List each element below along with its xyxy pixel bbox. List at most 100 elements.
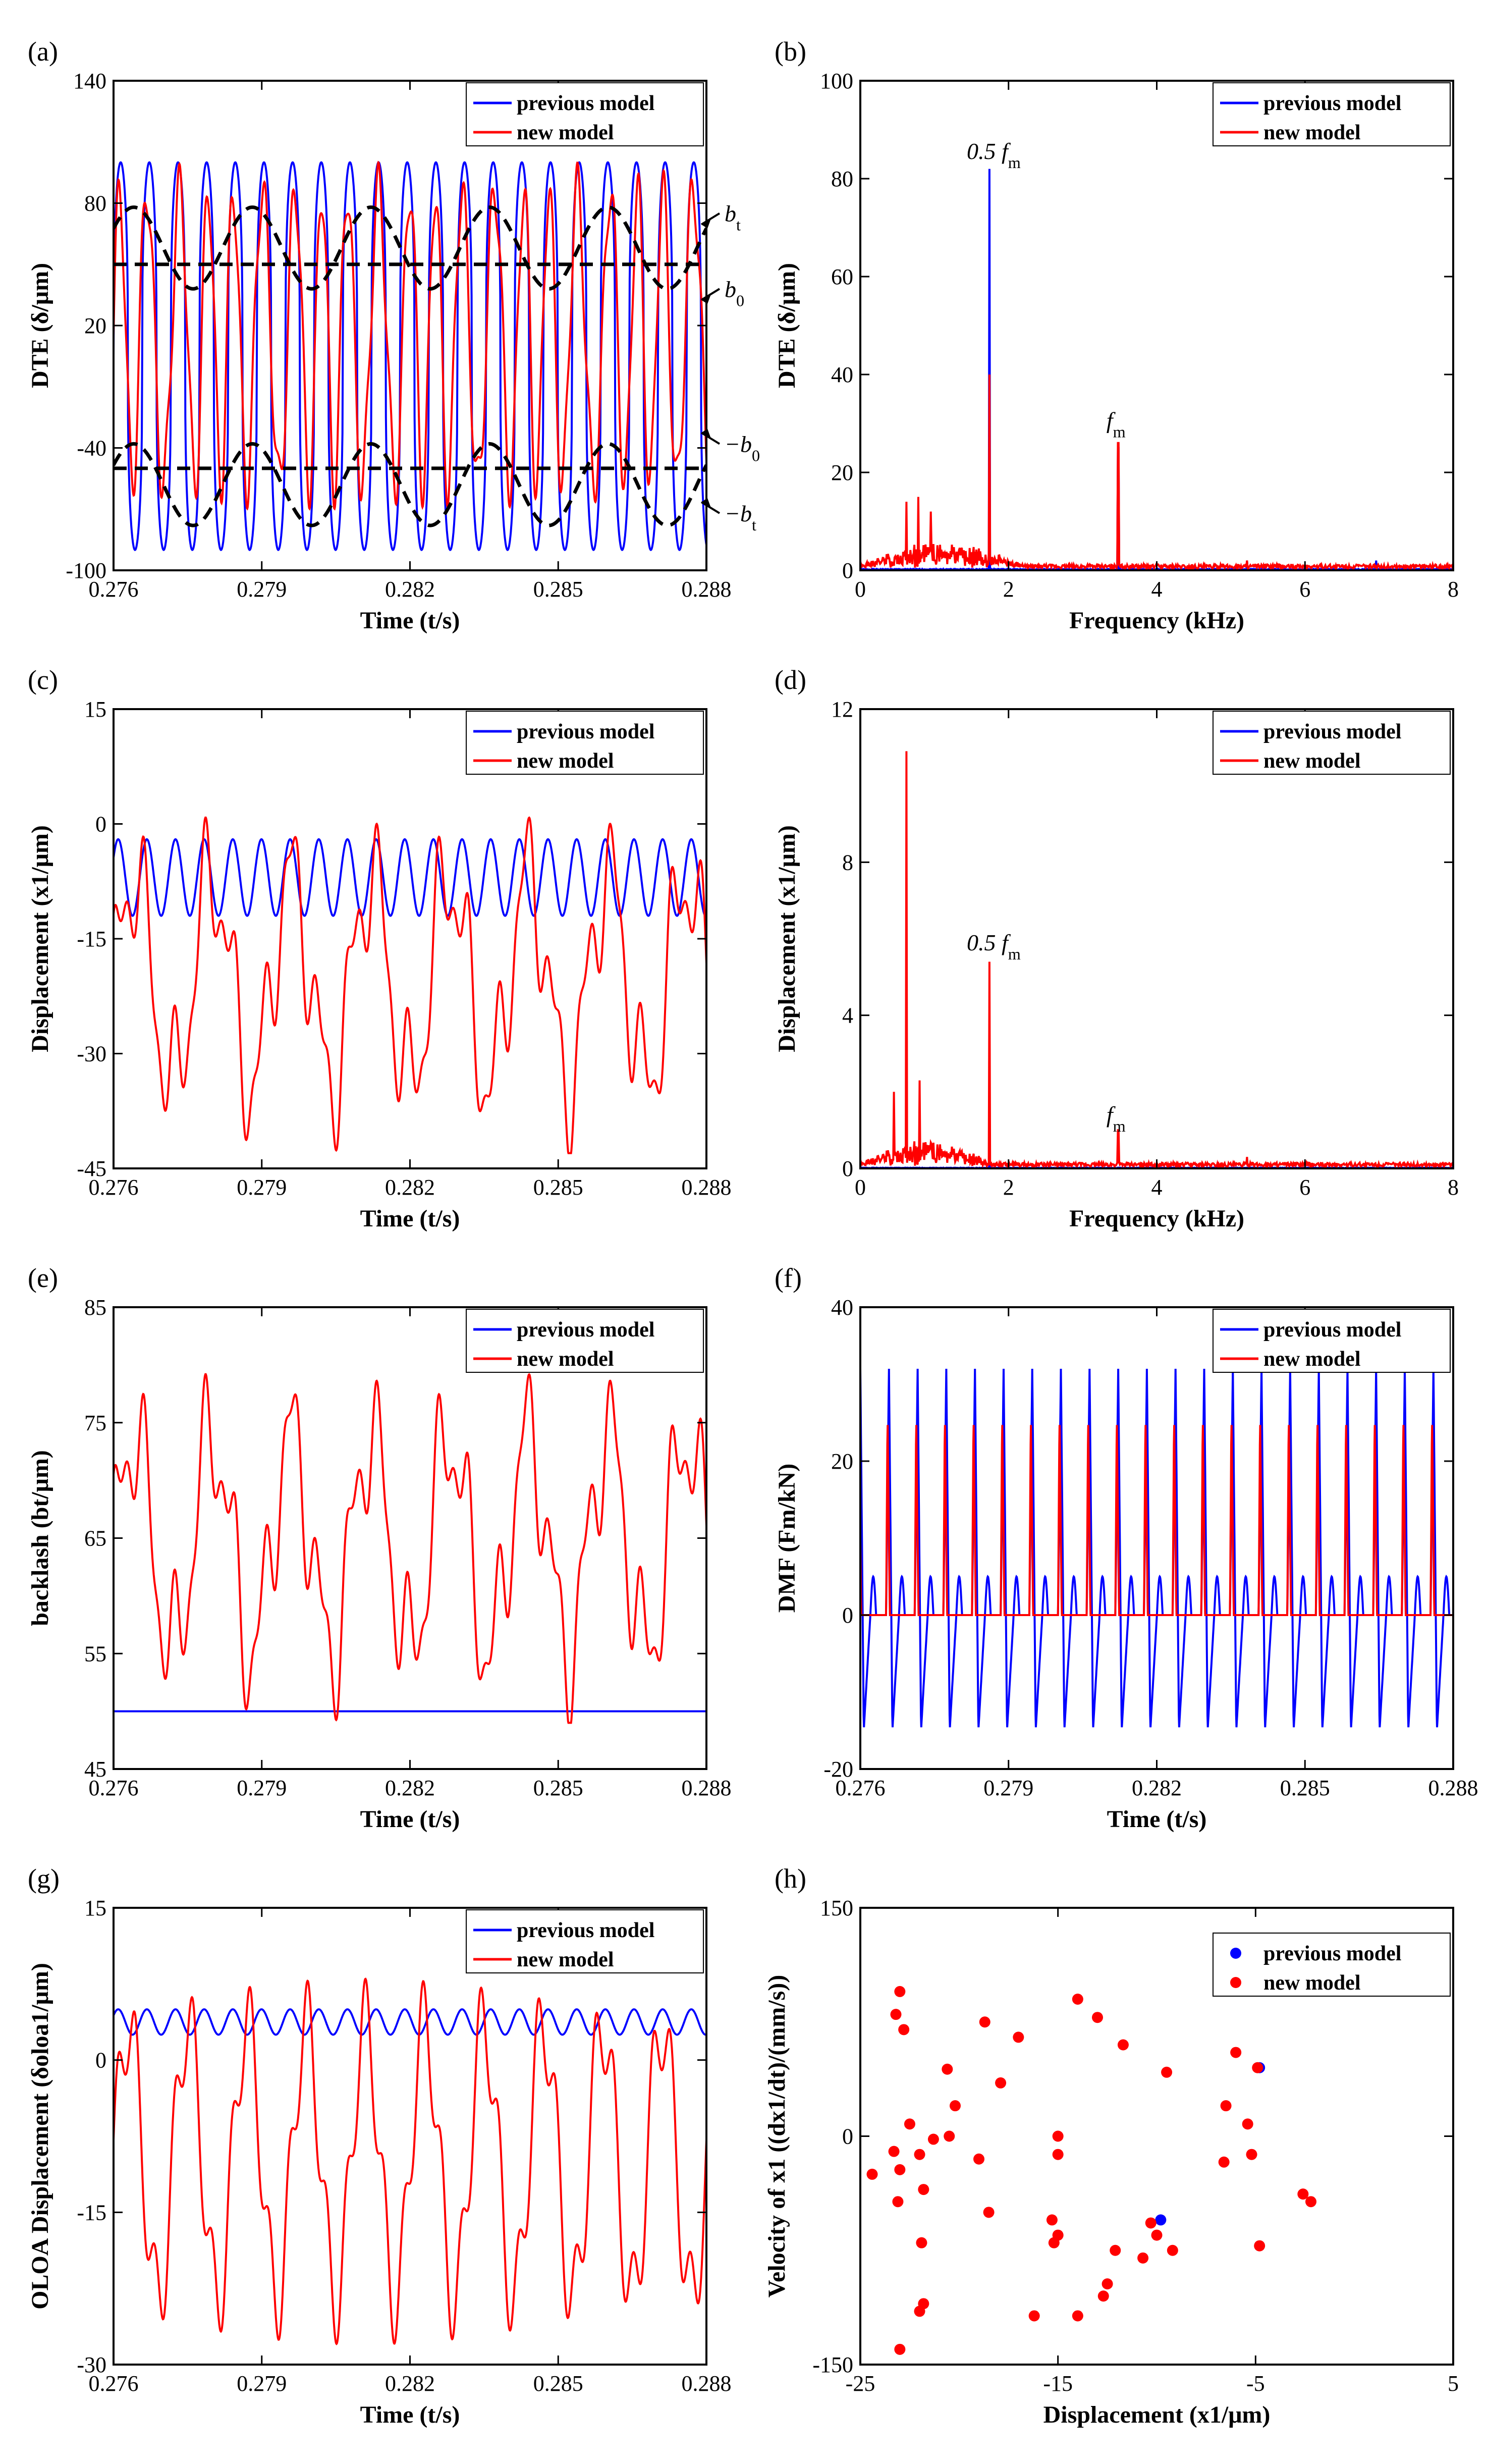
x-tick-label: 0.285 [533, 2371, 583, 2396]
y-tick-label: -15 [77, 2200, 106, 2225]
x-axis-label: Time (t/s) [360, 1205, 460, 1232]
y-tick-label: 0 [95, 2048, 106, 2073]
legend-box [1213, 1933, 1451, 1997]
x-axis-label: Time (t/s) [1107, 1806, 1207, 1833]
panel-f: 0.276 0.279 0.282 0.285 0.288 -20 0 20 40 Time (t… [774, 1263, 1478, 1833]
scatter-point-new-21 [1137, 2252, 1149, 2264]
legend-c: previous model new model [466, 711, 704, 775]
x-tick-label: 0 [855, 1175, 866, 1200]
scatter-point-new-18 [1167, 2244, 1178, 2256]
plot-area-e [114, 1373, 706, 1724]
scatter-point-new-2 [890, 2009, 902, 2020]
legend-label-new: new model [1263, 749, 1361, 773]
x-tick-label: 0.276 [89, 1175, 139, 1200]
plot-area-b [860, 169, 1453, 570]
annotation-arrowhead [701, 498, 711, 509]
annotation-text: bt [725, 201, 741, 234]
x-tick-label: 0.276 [89, 577, 139, 602]
y-axis-label: DTE (δ/μm) [774, 263, 800, 388]
scatter-point-new-35 [950, 2100, 961, 2112]
scatter-point-new-44 [892, 2196, 904, 2208]
annotation-text: fm [1107, 408, 1126, 441]
panel-label: (g) [28, 1863, 60, 1894]
x-tick-label: 0 [855, 577, 866, 602]
x-tick-label: 2 [1003, 577, 1014, 602]
panel-label: (f) [775, 1263, 802, 1293]
scatter-point-new-48 [914, 2306, 925, 2317]
scatter-point-new-11 [1242, 2118, 1253, 2130]
legend-box [466, 1909, 704, 1973]
x-axis-label: Time (t/s) [360, 607, 460, 634]
x-tick-label: 0.279 [237, 577, 287, 602]
legend-e: previous model new model [466, 1309, 704, 1373]
y-tick-label: 20 [831, 1449, 853, 1474]
y-tick-label: 0 [842, 1156, 853, 1181]
y-axis-label: OLOA Displacement (δoloa1/μm) [27, 1963, 53, 2310]
y-tick-label: 15 [84, 697, 106, 722]
legend-label-new: new model [517, 1948, 614, 1971]
y-tick-label: 85 [84, 1295, 106, 1320]
x-tick-label: -15 [1043, 2371, 1073, 2396]
panel-label: (h) [775, 1863, 806, 1894]
panel-label: (d) [775, 665, 806, 695]
y-tick-label: 12 [831, 697, 853, 722]
axes-frame-b [859, 80, 1454, 571]
scatter-point-new-9 [1230, 2047, 1242, 2058]
legend-box [1213, 1309, 1451, 1373]
scatter-point-new-43 [888, 2146, 900, 2157]
x-tick-label: 0.279 [237, 2371, 287, 2396]
scatter-point-new-0 [894, 1986, 906, 1997]
series-line-previous-model [860, 1368, 1453, 1728]
y-tick-label: 80 [831, 167, 853, 191]
annotation-arrowhead [701, 217, 711, 229]
x-tick-label: 6 [1299, 1175, 1310, 1200]
scatter-point-new-38 [927, 2133, 939, 2145]
y-tick-label: 0 [95, 812, 106, 837]
scatter-point-new-16 [1305, 2196, 1316, 2208]
x-tick-label: 0.282 [385, 1175, 435, 1200]
y-tick-label: 40 [831, 1295, 853, 1320]
scatter-point-previous-1 [1155, 2214, 1167, 2226]
x-tick-label: 0.276 [836, 1776, 886, 1800]
y-tick-label: -30 [77, 2352, 106, 2377]
legend-h: previous model new model [1213, 1933, 1451, 1997]
legend-label-previous: previous model [517, 92, 654, 115]
y-tick-label: 60 [831, 264, 853, 289]
legend-label-new: new model [1263, 1971, 1361, 1995]
plot-area-d [860, 751, 1453, 1168]
x-axis-label: Frequency (kHz) [1069, 1205, 1244, 1232]
scatter-point-new-49 [894, 2343, 906, 2355]
x-tick-label: -5 [1246, 2371, 1265, 2396]
panel-label: (a) [28, 36, 58, 67]
scatter-point-new-45 [866, 2168, 878, 2180]
panel-label: (c) [28, 665, 58, 695]
y-tick-label: -30 [77, 1042, 106, 1066]
scatter-point-new-37 [944, 2130, 955, 2142]
y-tick-label: 20 [84, 313, 106, 338]
annotation-text: 0.5 fm [967, 138, 1021, 172]
y-tick-label: 45 [84, 1757, 106, 1782]
scatter-point-new-12 [1252, 2062, 1263, 2073]
x-tick-label: 8 [1448, 1175, 1459, 1200]
scatter-point-new-7 [1117, 2039, 1129, 2051]
scatter-point-new-17 [1254, 2240, 1265, 2252]
scatter-point-new-13 [1246, 2149, 1257, 2160]
plot-area-a [114, 160, 706, 551]
panel-h: -25 -15 -5 5 -150 0 150 Displacement (x1/μm) Vel… [763, 1863, 1459, 2428]
scatter-point-new-14 [1218, 2156, 1230, 2168]
legend-box [1213, 711, 1451, 775]
y-tick-label: 55 [84, 1641, 106, 1666]
scatter-point-new-6 [1092, 2012, 1103, 2023]
scatter-point-new-27 [1048, 2237, 1060, 2248]
legend-label-new: new model [517, 121, 614, 144]
panel-a: 0.276 0.279 0.282 0.285 0.288 -100 -40 20 80 140 T… [27, 36, 760, 634]
y-tick-label: -150 [812, 2352, 853, 2377]
axes-frame-c [113, 708, 707, 1169]
scatter-point-new-46 [916, 2237, 927, 2248]
x-tick-label: 0.288 [682, 1175, 732, 1200]
x-tick-label: 0.288 [1428, 1776, 1478, 1800]
y-axis-label: backlash (bt/μm) [27, 1450, 53, 1626]
annotation-text: −b0 [725, 431, 760, 464]
legend-box [466, 711, 704, 775]
